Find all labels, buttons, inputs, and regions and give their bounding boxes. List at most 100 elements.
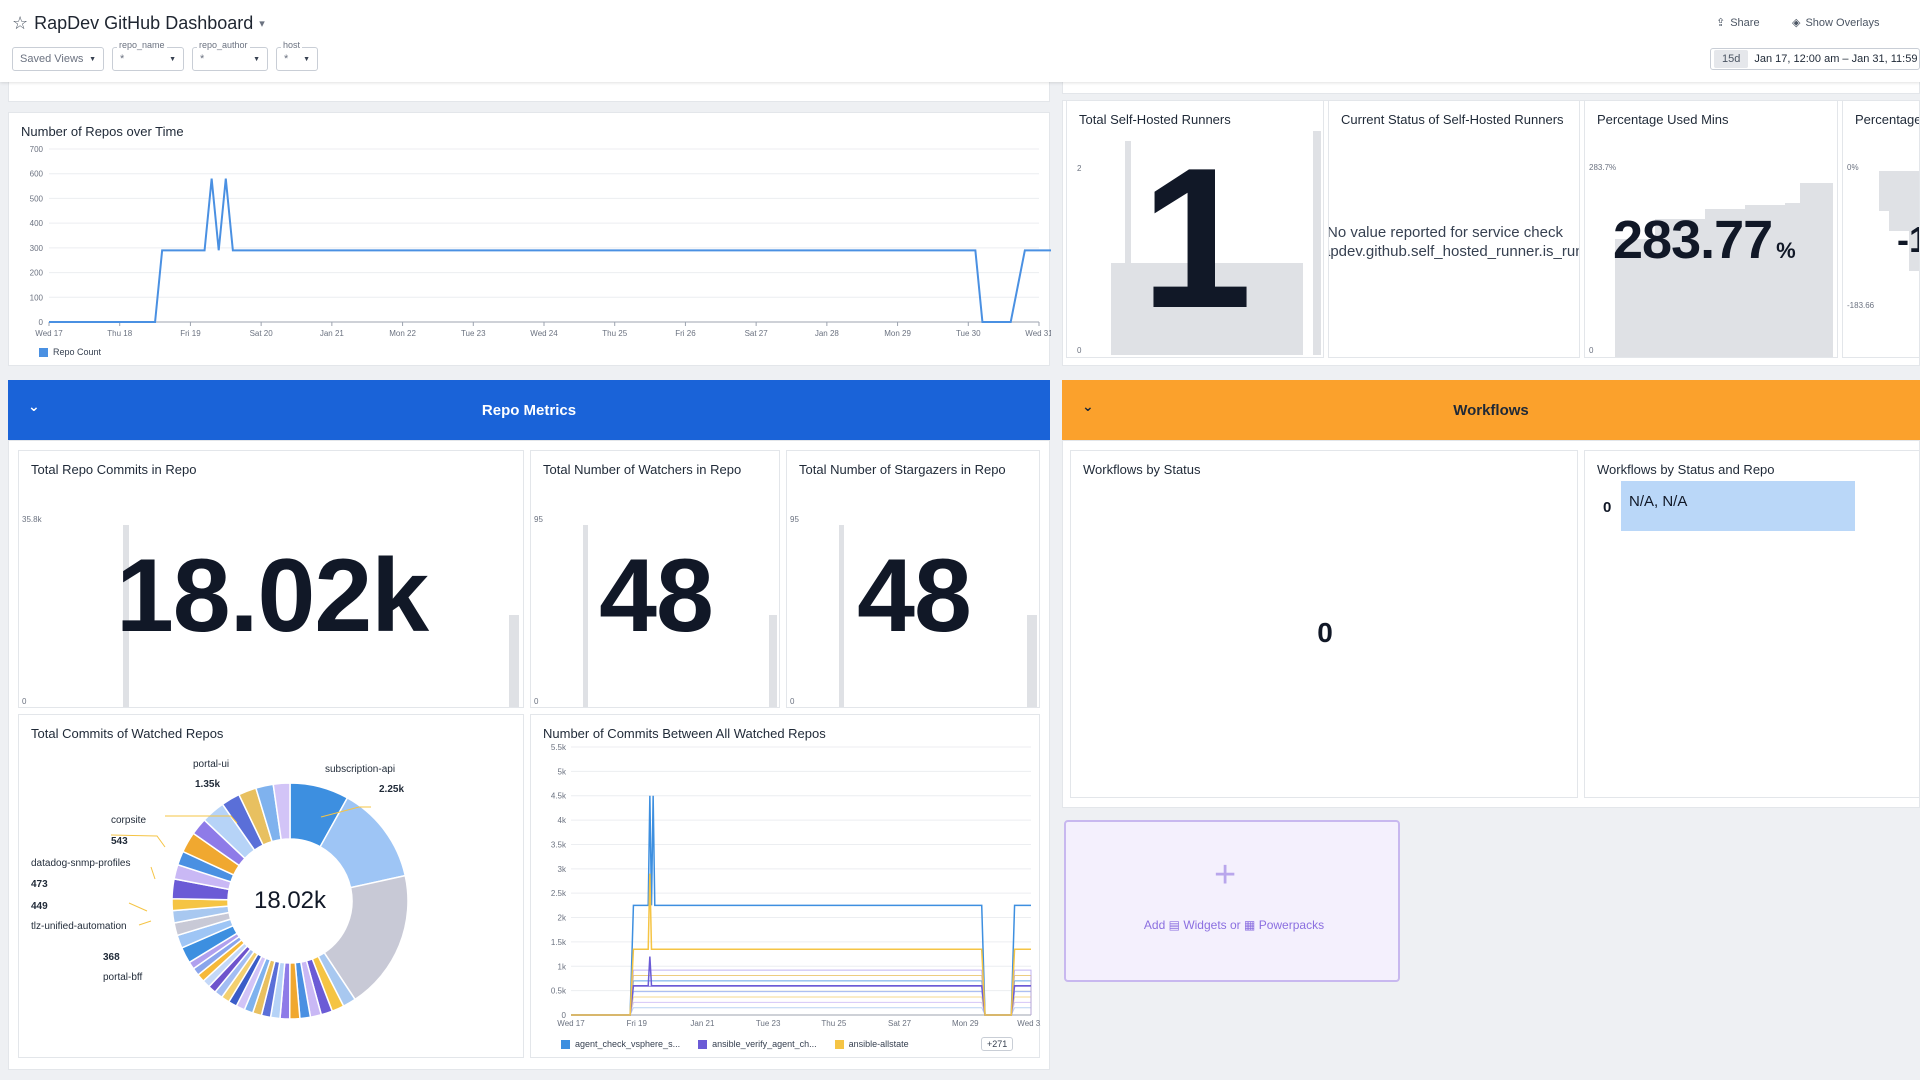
axis-top: 2 — [1077, 164, 1082, 173]
pct2-value: -1 — [1897, 219, 1919, 260]
x-tick-label: Tue 30 — [956, 329, 981, 338]
legend-item[interactable]: agent_check_vsphere_s... — [561, 1039, 681, 1050]
show-overlays-button[interactable]: ◈ Show Overlays — [1792, 16, 1880, 30]
background-spike — [839, 525, 844, 707]
x-tick-label: Mon 29 — [952, 1019, 979, 1028]
show-overlays-label: Show Overlays — [1805, 16, 1880, 29]
chart-legend: agent_check_vsphere_s... ansible_verify_… — [561, 1039, 909, 1050]
powerpack-icon: ▦ — [1244, 918, 1256, 932]
y-tick-label: 500 — [30, 194, 44, 203]
axis-bottom: 0 — [1077, 346, 1082, 355]
value-tlz-unified-automation: 449 — [31, 901, 48, 912]
y-tick-label: 2k — [558, 914, 567, 923]
powerpacks-link[interactable]: Powerpacks — [1258, 918, 1325, 932]
legend-item[interactable]: ansible_verify_agent_ch... — [698, 1039, 817, 1050]
time-range-picker[interactable]: 15d Jan 17, 12:00 am – Jan 31, 11:59 — [1710, 48, 1920, 70]
chart-legend[interactable]: Repo Count — [39, 347, 101, 358]
legend-swatch — [39, 348, 48, 358]
group-title: Repo Metrics — [481, 401, 577, 419]
y-tick-label: 0 — [39, 318, 44, 327]
filter-repo-name[interactable]: * ▼ repo_name — [112, 40, 184, 71]
filter-label: repo_name — [117, 40, 167, 50]
axis-top: 95 — [534, 515, 543, 524]
other-series-line — [571, 969, 1032, 1016]
total-commits-watched-widget: Total Commits of Watched Repos 18.02k po… — [18, 714, 524, 1058]
repo-metrics-group-header[interactable]: ⌄ Repo Metrics — [8, 380, 1050, 440]
axis-bottom: 0 — [22, 697, 27, 706]
value-corpsite: 543 — [111, 836, 128, 847]
stargazers-value: 48 — [857, 538, 972, 654]
status-message-line1: No value reported for service check — [1328, 224, 1563, 241]
total-watchers-widget: Total Number of Watchers in Repo 95 0 48 — [530, 450, 780, 708]
filter-host-select[interactable]: * ▼ — [276, 47, 318, 71]
commits-donut-chart[interactable] — [19, 715, 525, 1059]
legend-label: agent_check_vsphere_s... — [575, 1039, 681, 1049]
saved-views-dropdown[interactable]: Saved Views ▼ — [12, 47, 104, 71]
axis-mid: -183.66 — [1847, 301, 1875, 310]
filter-repo-author[interactable]: * ▼ repo_author — [192, 40, 268, 71]
x-tick-label: Wed 31 — [1017, 1019, 1041, 1028]
y-tick-label: 1.5k — [551, 938, 567, 947]
workflows-by-status-repo-widget: Workflows by Status and Repo 0 N/A, N/A — [1584, 450, 1920, 798]
total-self-hosted-runners-widget: Total Self-Hosted Runners 2 0 1 — [1066, 100, 1324, 358]
label-portal-bff: portal-bff — [103, 972, 143, 983]
x-tick-label: Sat 27 — [888, 1019, 912, 1028]
star-icon[interactable]: ☆ — [12, 13, 29, 33]
widgets-link[interactable]: Widgets or — [1183, 918, 1241, 932]
other-series-line — [571, 996, 1032, 1016]
caret-down-icon: ▼ — [303, 55, 310, 63]
y-tick-label: 4.5k — [551, 792, 567, 801]
label-datadog-snmp-profiles: datadog-snmp-profiles — [31, 858, 131, 869]
chevron-down-icon[interactable]: ▾ — [259, 18, 265, 30]
filter-repo-name-select[interactable]: * ▼ — [112, 47, 184, 71]
widget-title: Number of Repos over Time — [21, 124, 184, 139]
repos-over-time-chart: 700 600 500 400 300 200 100 0 Wed 17 Thu 18 Fri 19… — [30, 145, 1051, 338]
x-tick-label: Wed 17 — [557, 1019, 585, 1028]
widget-title: Percentage Used Mins — [1855, 112, 1920, 127]
watchers-value: 48 — [599, 538, 714, 654]
add-widgets-placeholder[interactable]: + Add ▤ Widgets or ▦ Powerpacks — [1064, 820, 1400, 982]
workflows-status-value: 0 — [1317, 617, 1333, 648]
x-tick-label: Thu 25 — [602, 329, 627, 338]
axis-top: 35.8k — [22, 515, 42, 524]
filter-repo-author-select[interactable]: * ▼ — [192, 47, 268, 71]
caret-down-icon: ▼ — [169, 55, 176, 63]
panel-cut-top-right — [1062, 80, 1920, 94]
status-repo-bar[interactable]: N/A, N/A — [1621, 481, 1855, 531]
chevron-down-icon[interactable]: ⌄ — [1082, 398, 1094, 414]
y-tick-label: 2.5k — [551, 889, 567, 898]
percentage-used-mins-widget-2: Percentage Used Mins 0% -183.66 -1 — [1842, 100, 1920, 358]
series-line — [571, 873, 1031, 1016]
status-message-line2: rapdev.github.self_hosted_runner.is_runn… — [1328, 243, 1579, 260]
x-tick-label: Fri 19 — [626, 1019, 647, 1028]
other-series-line — [571, 975, 1032, 1016]
pct-value: 283.77 — [1613, 210, 1773, 270]
axis-bottom: 0 — [790, 697, 795, 706]
value-portal-bff: 368 — [103, 952, 120, 963]
legend-label: ansible_verify_agent_ch... — [712, 1039, 817, 1049]
chevron-down-icon[interactable]: ⌄ — [28, 398, 40, 414]
legend-swatch — [834, 1040, 844, 1050]
widget-title: Current Status of Self-Hosted Runners — [1341, 112, 1564, 127]
filter-label: repo_author — [197, 40, 250, 50]
repo-count-line — [49, 178, 1051, 323]
workflows-group-header[interactable]: ⌄ Workflows — [1062, 380, 1920, 440]
chart-icon: ▤ — [1168, 918, 1180, 932]
widget-title: Total Number of Watchers in Repo — [543, 462, 742, 477]
series-lines — [571, 795, 1031, 1016]
background-spike — [123, 525, 129, 707]
legend-more-button[interactable]: +271 — [981, 1037, 1014, 1051]
widget-title: Workflows by Status — [1083, 462, 1201, 477]
share-button[interactable]: ⇪ Share — [1716, 16, 1760, 30]
background-spike — [583, 525, 588, 707]
filter-label: host — [281, 40, 303, 50]
repos-over-time-widget: Number of Repos over Time 700 600 500 400 30… — [8, 112, 1051, 366]
x-tick-label: Sat 20 — [250, 329, 274, 338]
filter-host[interactable]: * ▼ host — [276, 40, 318, 71]
y-tick-label: 300 — [30, 244, 44, 253]
share-icon: ⇪ — [1716, 17, 1726, 29]
dashboard-title[interactable]: ☆ RapDev GitHub Dashboard ▾ — [12, 13, 265, 34]
filter-value: * — [284, 53, 289, 65]
legend-item[interactable]: ansible-allstate — [834, 1039, 909, 1050]
